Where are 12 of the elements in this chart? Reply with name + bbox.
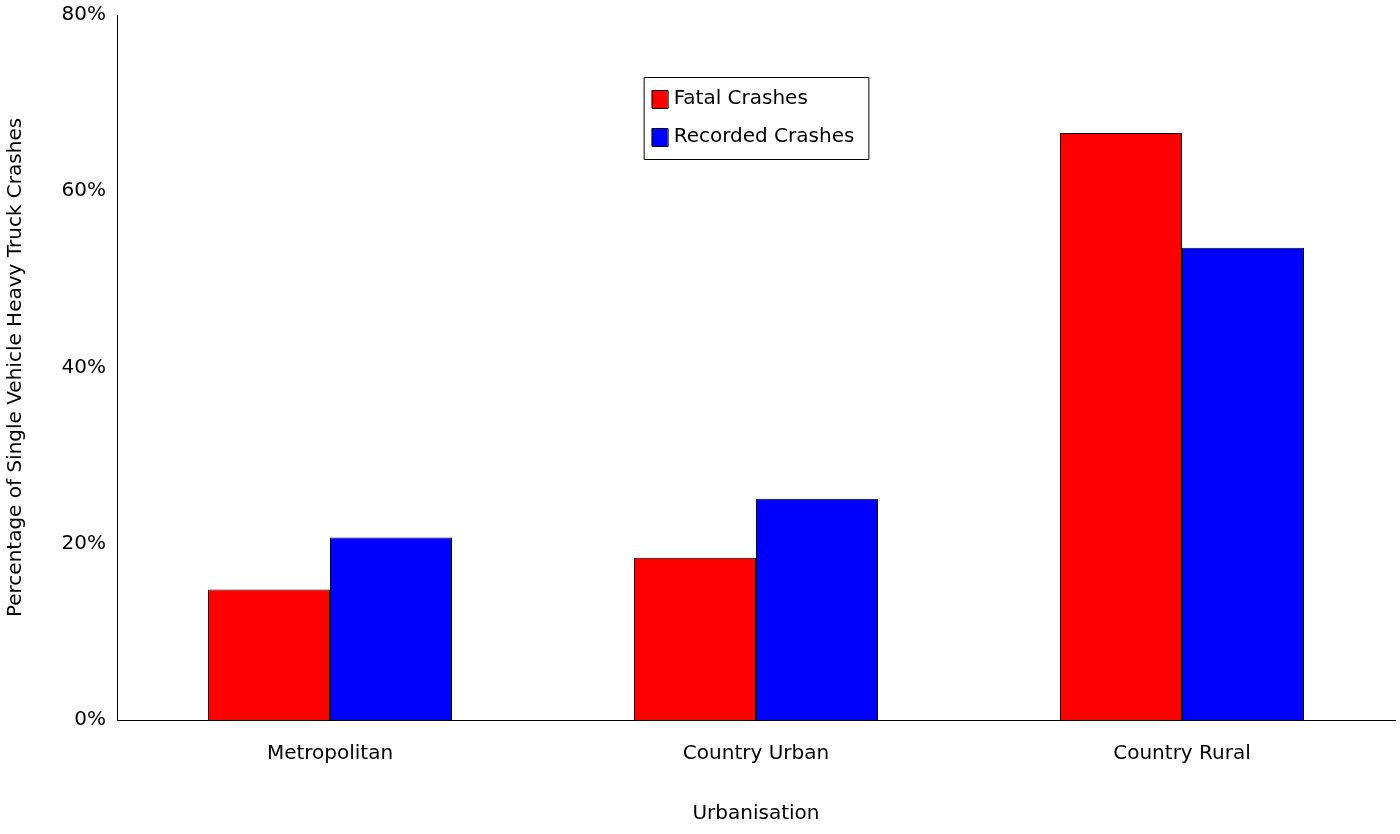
legend-label: Fatal Crashes — [673, 85, 808, 110]
x-axis-title: Urbanisation — [692, 800, 820, 825]
y-tick-label: 0% — [74, 706, 106, 731]
y-tick-label: 60% — [61, 177, 106, 202]
y-axis-title: Percentage of Single Vehicle Heavy Truck Crashes — [2, 117, 27, 618]
y-tick-label: 20% — [61, 529, 106, 554]
x-tick-label: Country Rural — [1113, 740, 1251, 765]
x-tick-label: Metropolitan — [266, 740, 394, 765]
x-tick-label: Country Urban — [682, 740, 830, 765]
y-tick-label: 80% — [61, 1, 106, 26]
legend-label: Recorded Crashes — [673, 123, 855, 148]
y-tick-label: 40% — [61, 353, 106, 378]
